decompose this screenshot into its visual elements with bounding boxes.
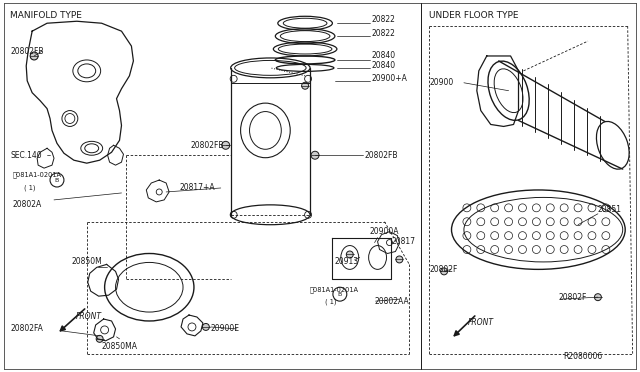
Circle shape: [311, 151, 319, 159]
Text: 20900A: 20900A: [370, 227, 399, 236]
Text: 20802FB: 20802FB: [365, 151, 398, 160]
Text: 20900+A: 20900+A: [372, 74, 408, 83]
Text: SEC.140: SEC.140: [10, 151, 42, 160]
Text: FRONT: FRONT: [468, 318, 494, 327]
Circle shape: [30, 52, 38, 60]
Text: 20822: 20822: [372, 15, 396, 24]
Text: 20851: 20851: [598, 205, 622, 214]
Text: 20850MA: 20850MA: [102, 342, 138, 351]
Circle shape: [221, 141, 230, 149]
Text: Ⓑ081A1-0201A: Ⓑ081A1-0201A: [310, 286, 359, 292]
Text: B: B: [338, 292, 342, 297]
Circle shape: [202, 324, 209, 330]
Text: 20817+A: 20817+A: [179, 183, 214, 192]
Text: 20802FA: 20802FA: [10, 324, 44, 333]
Text: ( 1): ( 1): [325, 299, 337, 305]
Text: 20802A: 20802A: [12, 201, 42, 209]
Text: 20802FB: 20802FB: [191, 141, 225, 150]
Text: UNDER FLOOR TYPE: UNDER FLOOR TYPE: [429, 11, 518, 20]
Text: MANIFOLD TYPE: MANIFOLD TYPE: [10, 11, 82, 20]
Text: 20900E: 20900E: [211, 324, 240, 333]
Text: 20913: 20913: [335, 257, 359, 266]
Circle shape: [96, 336, 103, 342]
Circle shape: [301, 82, 308, 89]
Text: 20802AA: 20802AA: [374, 296, 410, 306]
Circle shape: [396, 256, 403, 263]
Text: B: B: [55, 177, 59, 183]
Text: 20802FB: 20802FB: [10, 46, 44, 55]
Circle shape: [346, 251, 353, 258]
Text: 20802F: 20802F: [429, 265, 458, 274]
Circle shape: [595, 294, 602, 301]
Text: Ⓑ081A1-0201A: Ⓑ081A1-0201A: [12, 172, 61, 179]
Text: 20900: 20900: [429, 78, 453, 87]
Text: 20840: 20840: [372, 51, 396, 61]
Circle shape: [440, 268, 447, 275]
Text: ( 1): ( 1): [24, 185, 36, 191]
Text: FRONT: FRONT: [76, 312, 102, 321]
Text: 20802F: 20802F: [558, 293, 587, 302]
Text: 20817: 20817: [392, 237, 415, 246]
Text: 20840: 20840: [372, 61, 396, 70]
Text: R2080006: R2080006: [563, 352, 602, 361]
Text: 20822: 20822: [372, 29, 396, 38]
Text: 20850M: 20850M: [72, 257, 102, 266]
